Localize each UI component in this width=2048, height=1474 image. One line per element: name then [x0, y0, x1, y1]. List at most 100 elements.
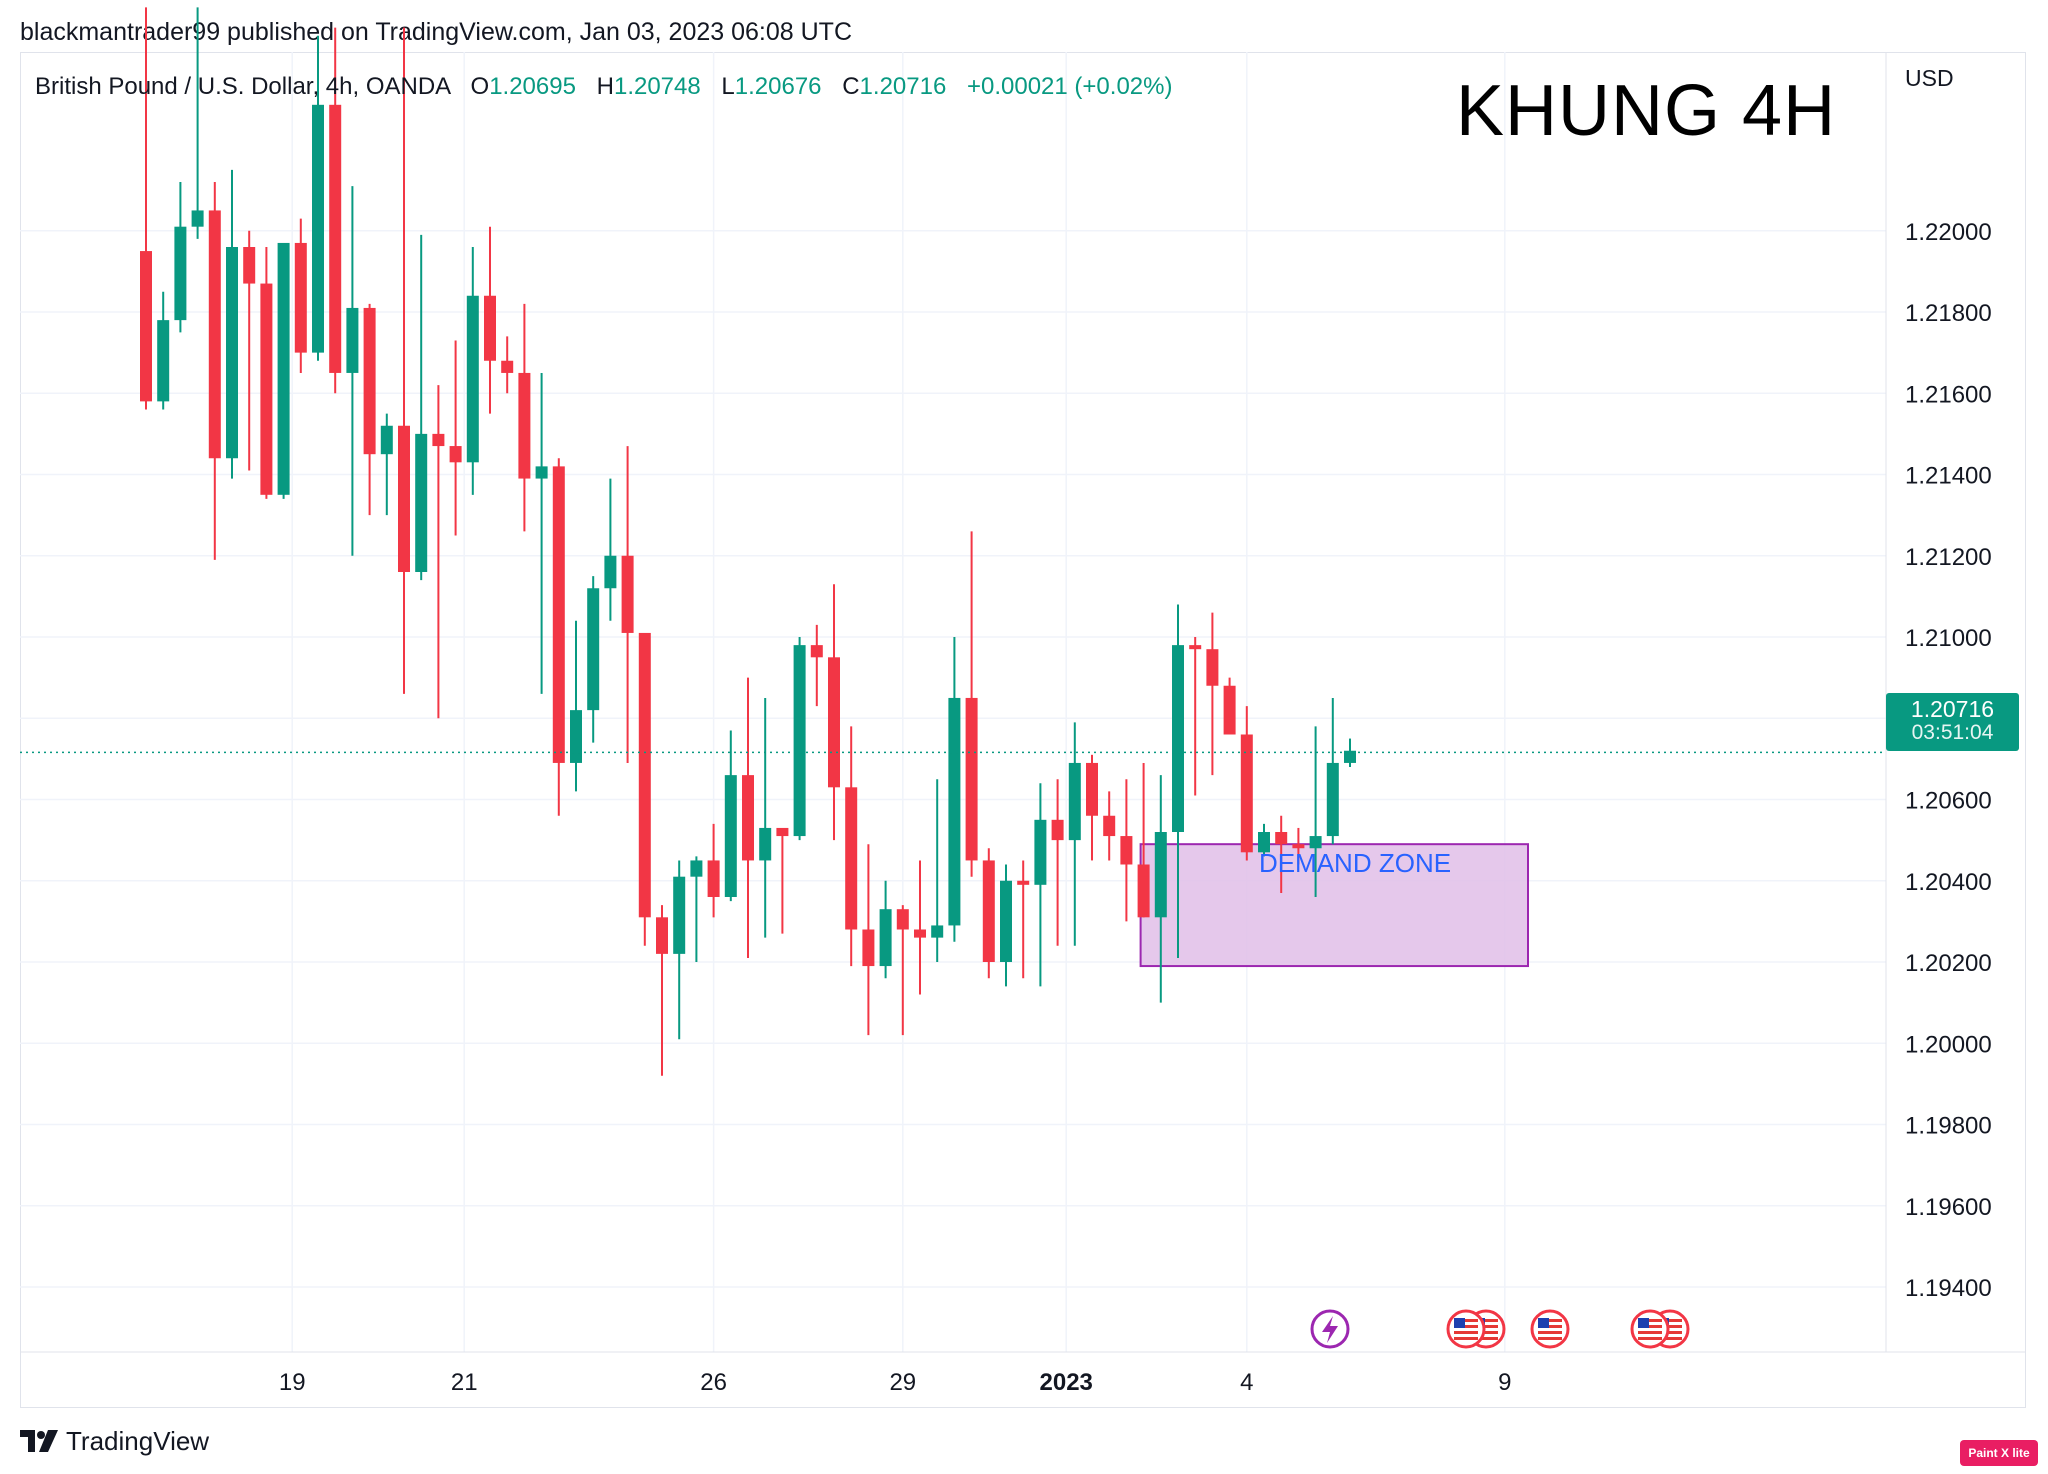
bear-candle	[656, 905, 668, 1076]
bear-candle	[862, 844, 875, 1036]
tradingview-logo[interactable]: TradingView	[20, 1424, 209, 1458]
flag-stripe	[1538, 1325, 1562, 1328]
price-tick-label: 1.21000	[1905, 625, 1992, 652]
bear-candle	[914, 860, 926, 995]
bear-candle	[1206, 612, 1219, 776]
flag-stripe	[1638, 1337, 1662, 1340]
candle-body	[552, 466, 565, 763]
bull-candle	[174, 182, 187, 333]
candle-body	[1103, 815, 1116, 837]
bull-candle	[191, 7, 204, 239]
bull-candle	[690, 856, 703, 962]
bull-candle	[1000, 864, 1012, 987]
bear-candle	[707, 823, 720, 918]
candle-body	[363, 307, 376, 455]
candle-body	[965, 697, 978, 861]
candle-body	[449, 446, 462, 463]
flag-stripe	[1454, 1319, 1478, 1322]
time-tick-label: 9	[1498, 1369, 1511, 1396]
candle-body	[535, 466, 548, 479]
high-value: 1.20748	[613, 73, 701, 100]
candle-body	[1000, 880, 1012, 962]
candle-body	[157, 320, 170, 402]
bear-candle	[449, 340, 462, 536]
candle-body	[879, 909, 892, 967]
bear-candle	[828, 584, 840, 841]
candle-body	[1309, 836, 1322, 849]
bear-candle	[896, 905, 909, 1036]
candle-body	[845, 787, 858, 930]
bear-candle	[742, 677, 754, 958]
candle-body	[724, 775, 737, 897]
candle-body	[982, 860, 995, 962]
bull-candle	[1154, 775, 1167, 1003]
price-tick-label: 1.20000	[1905, 1031, 1992, 1058]
lightning-icon	[1310, 1309, 1350, 1349]
price-tick-label: 1.19600	[1905, 1194, 1992, 1221]
low-value: 1.20676	[734, 73, 822, 100]
high-key: H	[596, 73, 614, 100]
bull-candle	[948, 637, 961, 942]
bull-candle	[724, 730, 737, 902]
tradingview-brand: TradingView	[66, 1425, 210, 1456]
bear-candle	[1189, 637, 1202, 796]
flag-stripe	[1474, 1331, 1498, 1334]
flag-stripe	[1538, 1337, 1562, 1340]
flag-canton	[1454, 1318, 1465, 1328]
overlay-title: KHUNG 4H	[1456, 71, 1837, 151]
bull-candle	[226, 169, 238, 479]
candle-body	[1223, 685, 1236, 735]
bear-candle	[243, 230, 256, 471]
bear-candle	[398, 27, 410, 694]
bear-candle	[1051, 779, 1064, 946]
bear-candle	[140, 7, 152, 410]
candle-body	[1017, 880, 1030, 885]
bear-candle	[518, 303, 531, 532]
candle-body	[1292, 844, 1305, 849]
candle-body	[570, 710, 582, 763]
candle-body	[415, 433, 428, 572]
candle-body	[226, 247, 238, 459]
flag-stripe	[1454, 1331, 1478, 1334]
bear-candle	[1017, 860, 1030, 979]
demand-zone-rect	[1139, 843, 1529, 968]
candle-body	[673, 876, 686, 954]
candle-body	[1154, 832, 1167, 918]
flag-stripe	[1658, 1319, 1682, 1322]
close-value: 1.20716	[859, 73, 947, 100]
bear-candle	[432, 385, 445, 719]
bull-candle	[673, 860, 686, 1040]
price-tick-label: 1.20600	[1905, 788, 1992, 815]
bear-candle	[965, 531, 978, 877]
candle-body	[1034, 819, 1047, 885]
us-flag-icon	[1630, 1309, 1670, 1349]
candle-body	[1275, 832, 1288, 845]
candle-body	[294, 242, 307, 353]
candle-body	[1240, 734, 1253, 853]
bull-candle	[1068, 722, 1081, 946]
flag-stripe	[1474, 1319, 1498, 1322]
tradingview-icon	[20, 1430, 58, 1452]
bull-candle	[604, 478, 617, 621]
bear-candle	[329, 27, 342, 394]
candle-body	[690, 860, 703, 877]
bear-candle	[1137, 762, 1150, 918]
flag-stripe	[1454, 1325, 1478, 1328]
bull-candle	[1326, 697, 1339, 845]
candle-body	[329, 104, 342, 373]
chart-frame	[20, 52, 2026, 1408]
bear-candle	[1086, 754, 1098, 861]
flag-stripe	[1474, 1337, 1498, 1340]
time-axis: 19 21 26 29 2023 4 9	[20, 1351, 2026, 1396]
time-tick-label: 19	[279, 1369, 306, 1396]
bull-candle	[931, 779, 944, 962]
candle-body	[191, 210, 204, 227]
flag-canton	[1538, 1318, 1549, 1328]
bear-candle	[1223, 677, 1236, 735]
bull-candle	[1034, 783, 1047, 987]
bear-candle	[776, 827, 789, 934]
flag-stripe	[1538, 1331, 1562, 1334]
candle-body	[518, 372, 531, 479]
candle-body	[398, 425, 410, 572]
